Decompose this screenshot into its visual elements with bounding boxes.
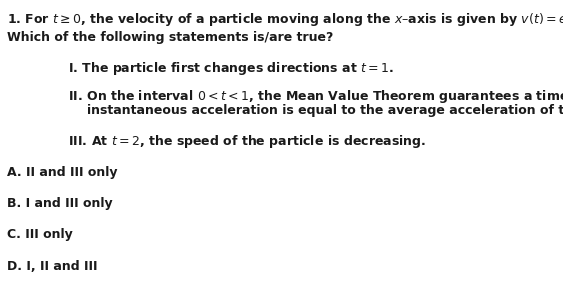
Text: III. At $t = 2$, the speed of the particle is decreasing.: III. At $t = 2$, the speed of the partic… xyxy=(68,133,426,150)
Text: Which of the following statements is/are true?: Which of the following statements is/are… xyxy=(7,31,333,44)
Text: B. I and III only: B. I and III only xyxy=(7,197,113,210)
Text: C. III only: C. III only xyxy=(7,228,73,241)
Text: 1. For $t \geq 0$, the velocity of a particle moving along the $x$–axis is given: 1. For $t \geq 0$, the velocity of a par… xyxy=(7,10,563,30)
Text: A. II and III only: A. II and III only xyxy=(7,166,117,180)
Text: D. I, II and III: D. I, II and III xyxy=(7,260,97,273)
Text: I. The particle first changes directions at $t = 1$.: I. The particle first changes directions… xyxy=(68,60,394,77)
Text: II. On the interval $0 < t < 1$, the Mean Value Theorem guarantees a time $t$ at: II. On the interval $0 < t < 1$, the Mea… xyxy=(68,88,563,105)
Text: instantaneous acceleration is equal to the average acceleration of the particle.: instantaneous acceleration is equal to t… xyxy=(87,104,563,117)
